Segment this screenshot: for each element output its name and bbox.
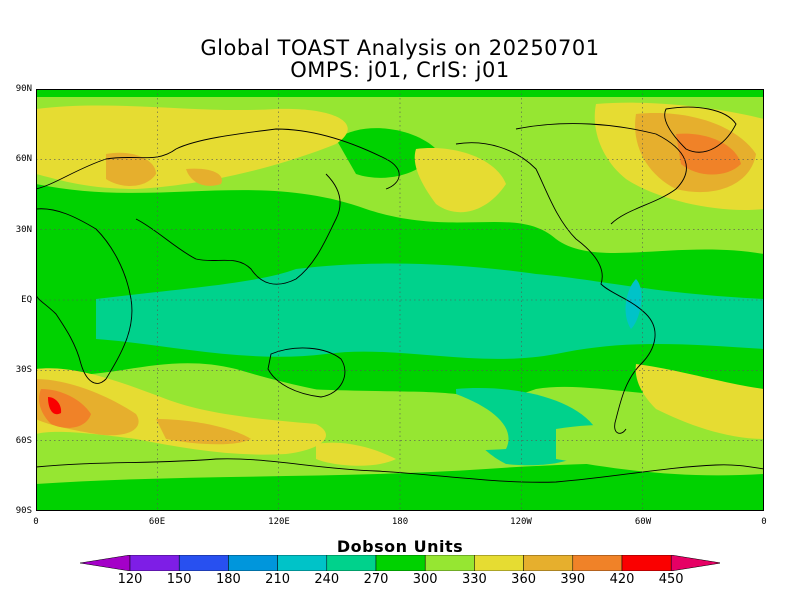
coastlines [36, 106, 764, 483]
colorbar-swatch [523, 555, 574, 571]
ozone-field-map [36, 89, 764, 511]
colorbar-swatch [178, 555, 229, 571]
colorbar-label: 300 [412, 572, 438, 587]
lat-label-eq: EQ [21, 295, 32, 305]
colorbar-label: 360 [511, 572, 536, 587]
colorbar-label: 390 [560, 572, 586, 587]
colorbar-label: 120 [117, 572, 143, 587]
map-border [36, 89, 764, 511]
colorbar-swatch [129, 555, 180, 571]
colorbar-swatch [474, 555, 524, 571]
lat-label-30s: 30S [15, 365, 32, 375]
ozone-map [36, 89, 764, 511]
lon-label-120e: 120E [268, 517, 290, 527]
field-420 [39, 133, 741, 428]
colorbar-swatch [621, 555, 672, 571]
colorbar-label: 270 [363, 572, 389, 587]
colorbar [80, 555, 720, 571]
lat-label-90n: 90N [15, 84, 32, 94]
lon-label-120w: 120W [510, 517, 532, 527]
map-title: Global TOAST Analysis on 20250701 [200, 36, 600, 60]
colorbar-swatch [326, 555, 377, 571]
lat-label-60s: 60S [15, 436, 32, 446]
colorbar-label: 420 [609, 572, 635, 587]
colorbar-label: 180 [215, 572, 241, 587]
colorbar-title: Dobson Units [336, 537, 464, 556]
colorbar-swatch [228, 555, 278, 571]
colorbar-swatch [572, 555, 623, 571]
colorbar-swatch [375, 555, 426, 571]
colorbar-swatch [424, 555, 475, 571]
colorbar-label: 240 [314, 572, 340, 587]
lon-label-0: 0 [33, 517, 39, 527]
colorbar-extend-low [80, 555, 131, 571]
lat-label-60n: 60N [15, 154, 32, 164]
lat-label-30n: 30N [15, 225, 32, 235]
colorbar-label: 450 [658, 572, 684, 587]
colorbar-label: 210 [265, 572, 290, 587]
colorbar-extend-high [670, 555, 720, 571]
graticule [36, 89, 764, 511]
map-subtitle: OMPS: j01, CrIS: j01 [290, 58, 510, 82]
colorbar-label: 150 [166, 572, 192, 587]
lon-label-60w: 60W [634, 517, 652, 527]
lon-label-180: 180 [391, 517, 409, 527]
lon-label-0-end: 0 [761, 517, 767, 527]
lon-label-60e: 60E [148, 517, 166, 527]
colorbar-label: 330 [461, 572, 487, 587]
lat-label-90s: 90S [15, 506, 32, 516]
colorbar-swatch [277, 555, 328, 571]
